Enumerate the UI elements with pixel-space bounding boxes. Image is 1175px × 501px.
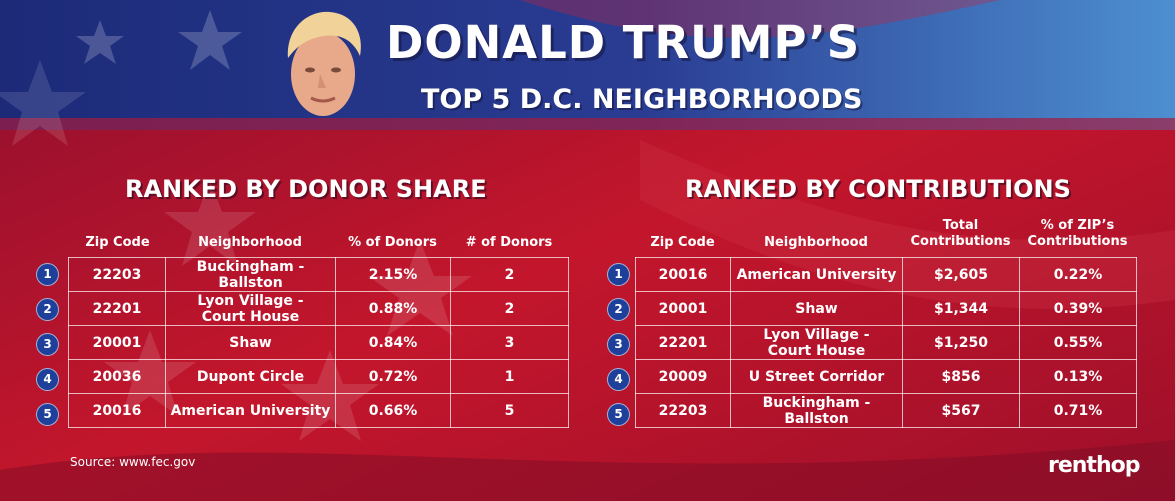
table-row: 22203 Buckingham - Ballston 2.15% 2 xyxy=(68,257,569,292)
contributions-header-total: Total Contributions xyxy=(902,218,1019,250)
cell-total: $567 xyxy=(902,393,1020,428)
cell-neighborhood-line: U Street Corridor xyxy=(748,368,885,385)
cell-zip: 20001 xyxy=(68,325,166,360)
cell-zip: 22203 xyxy=(635,393,731,428)
table-row: 22201 Lyon Village - Court House $1,250 0.55… xyxy=(635,325,1137,360)
cell-neighborhood-line: American University xyxy=(736,266,897,283)
cell-pct: 0.55% xyxy=(1019,325,1137,360)
contributions-header-total-line1: Total xyxy=(942,218,979,233)
table-row: 22203 Buckingham - Ballston $567 0.71% xyxy=(635,393,1137,428)
cell-neighborhood: Shaw xyxy=(730,291,903,326)
cell-neighborhood: American University xyxy=(165,393,336,428)
cell-neighborhood-line: Shaw xyxy=(229,334,272,351)
rank-badge: 3 xyxy=(36,333,59,356)
cell-neighborhood: U Street Corridor xyxy=(730,359,903,394)
cell-total: $856 xyxy=(902,359,1020,394)
contributions-title: RANKED BY CONTRIBUTIONS xyxy=(685,175,1071,203)
cell-neighborhood: Buckingham - Ballston xyxy=(730,393,903,428)
cell-neighborhood: Lyon Village - Court House xyxy=(730,325,903,360)
rank-badge: 2 xyxy=(36,298,59,321)
cell-neighborhood-line: Buckingham - Ballston xyxy=(196,258,305,291)
rank-badge: 1 xyxy=(36,263,59,286)
rank-badge: 2 xyxy=(607,298,630,321)
contributions-header-pct-line2: Contributions xyxy=(1027,234,1128,249)
cell-pct: 0.84% xyxy=(335,325,451,360)
cell-zip: 20001 xyxy=(635,291,731,326)
donor-share-header-pct: % of Donors xyxy=(348,235,437,250)
infographic-title: DONALD TRUMP’S xyxy=(386,16,861,69)
cell-zip: 20036 xyxy=(68,359,166,394)
cell-neighborhood-line: Court House xyxy=(767,342,866,359)
table-row: 20001 Shaw 0.84% 3 xyxy=(68,325,569,360)
cell-pct: 0.39% xyxy=(1019,291,1137,326)
table-row: 20036 Dupont Circle 0.72% 1 xyxy=(68,359,569,394)
rank-badge: 5 xyxy=(607,403,630,426)
cell-num: 5 xyxy=(450,393,569,428)
cell-num: 3 xyxy=(450,325,569,360)
rank-badge: 3 xyxy=(607,333,630,356)
donor-share-header-neighborhood: Neighborhood xyxy=(198,235,302,250)
contributions-header-pct: % of ZIP’s Contributions xyxy=(1019,218,1136,250)
cell-neighborhood: Dupont Circle xyxy=(165,359,336,394)
cell-neighborhood: Shaw xyxy=(165,325,336,360)
donor-share-header-zip: Zip Code xyxy=(85,235,150,250)
cell-neighborhood-line: American University xyxy=(170,402,331,419)
cell-num: 1 xyxy=(450,359,569,394)
cell-pct: 0.22% xyxy=(1019,257,1137,292)
cell-zip: 20016 xyxy=(68,393,166,428)
rank-badge: 5 xyxy=(36,403,59,426)
cell-zip: 22201 xyxy=(635,325,731,360)
rank-badge: 4 xyxy=(607,368,630,391)
cell-num: 2 xyxy=(450,291,569,326)
contributions-header-zip: Zip Code xyxy=(650,235,715,250)
contributions-header-total-line2: Contributions xyxy=(910,234,1011,249)
contributions-header-pct-line1: % of ZIP’s xyxy=(1040,218,1115,233)
cell-zip: 22201 xyxy=(68,291,166,326)
rank-badge: 4 xyxy=(36,368,59,391)
cell-pct: 0.13% xyxy=(1019,359,1137,394)
cell-pct: 0.71% xyxy=(1019,393,1137,428)
source-note: Source: www.fec.gov xyxy=(70,455,196,469)
cell-pct: 0.72% xyxy=(335,359,451,394)
cell-zip: 20016 xyxy=(635,257,731,292)
renthop-logo: renthop xyxy=(1048,453,1140,478)
cell-zip: 20009 xyxy=(635,359,731,394)
table-row: 20001 Shaw $1,344 0.39% xyxy=(635,291,1137,326)
table-row: 20016 American University 0.66% 5 xyxy=(68,393,569,428)
cell-neighborhood-line: Buckingham - Ballston xyxy=(762,394,871,427)
cell-total: $2,605 xyxy=(902,257,1020,292)
cell-pct: 2.15% xyxy=(335,257,451,292)
cell-pct: 0.88% xyxy=(335,291,451,326)
cell-total: $1,250 xyxy=(902,325,1020,360)
cell-neighborhood: Lyon Village - Court House xyxy=(165,291,336,326)
cell-neighborhood: American University xyxy=(730,257,903,292)
table-row: 20016 American University $2,605 0.22% xyxy=(635,257,1137,292)
cell-neighborhood-line: Lyon Village - xyxy=(197,292,304,309)
contributions-table: 20016 American University $2,605 0.22% 20001… xyxy=(635,257,1137,428)
rank-badge: 1 xyxy=(607,263,630,286)
table-row: 20009 U Street Corridor $856 0.13% xyxy=(635,359,1137,394)
cell-neighborhood-line: Shaw xyxy=(795,300,838,317)
cell-neighborhood-line: Dupont Circle xyxy=(196,368,305,385)
table-row: 22201 Lyon Village - Court House 0.88% 2 xyxy=(68,291,569,326)
cell-neighborhood-line: Court House xyxy=(201,308,300,325)
cell-num: 2 xyxy=(450,257,569,292)
infographic-subtitle: TOP 5 D.C. NEIGHBORHOODS xyxy=(421,84,863,115)
cell-total: $1,344 xyxy=(902,291,1020,326)
donor-share-table: 22203 Buckingham - Ballston 2.15% 2 22201 Lyo… xyxy=(68,257,569,428)
cell-zip: 22203 xyxy=(68,257,166,292)
contributions-header-neighborhood: Neighborhood xyxy=(764,235,868,250)
donald-trump-face-icon xyxy=(287,11,361,116)
donor-share-title: RANKED BY DONOR SHARE xyxy=(125,175,487,203)
cell-neighborhood: Buckingham - Ballston xyxy=(165,257,336,292)
donor-share-header-num: # of Donors xyxy=(465,235,553,250)
cell-pct: 0.66% xyxy=(335,393,451,428)
cell-neighborhood-line: Lyon Village - xyxy=(763,326,870,343)
